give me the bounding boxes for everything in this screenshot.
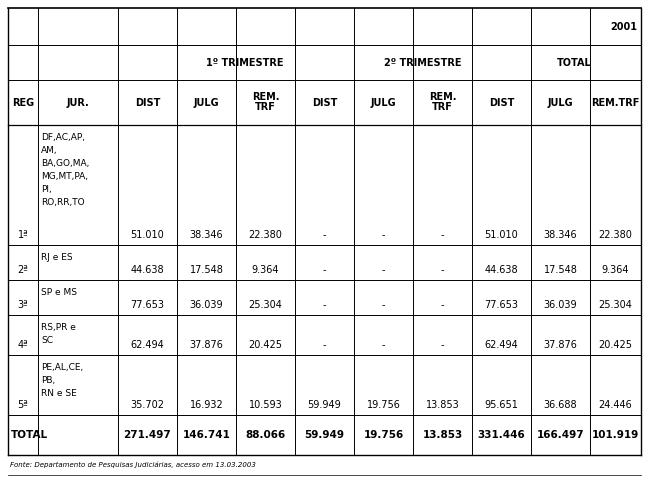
Text: -: - (441, 300, 445, 310)
Text: 22.380: 22.380 (598, 230, 632, 240)
Text: 37.876: 37.876 (544, 340, 578, 350)
Text: 25.304: 25.304 (249, 300, 282, 310)
Text: 44.638: 44.638 (130, 265, 164, 275)
Text: 51.010: 51.010 (485, 230, 519, 240)
Text: 331.446: 331.446 (478, 430, 526, 440)
Text: 2º TRIMESTRE: 2º TRIMESTRE (384, 58, 461, 67)
Text: 166.497: 166.497 (537, 430, 584, 440)
Text: 62.494: 62.494 (130, 340, 164, 350)
Text: 62.494: 62.494 (485, 340, 519, 350)
Text: REM.: REM. (252, 92, 279, 103)
Text: 9.364: 9.364 (252, 265, 279, 275)
Text: 13.853: 13.853 (426, 400, 459, 410)
Text: -: - (382, 230, 386, 240)
Text: 20.425: 20.425 (598, 340, 633, 350)
Text: MG,MT,PA,: MG,MT,PA, (41, 172, 88, 181)
Text: -: - (441, 230, 445, 240)
Text: 20.425: 20.425 (249, 340, 282, 350)
Text: 13.853: 13.853 (422, 430, 463, 440)
Text: -: - (382, 300, 386, 310)
Text: 51.010: 51.010 (130, 230, 164, 240)
Text: 19.756: 19.756 (367, 400, 400, 410)
Text: -: - (323, 340, 326, 350)
Text: RN e SE: RN e SE (41, 389, 77, 398)
Text: TRF: TRF (432, 103, 453, 112)
Text: REM.TRF: REM.TRF (591, 97, 640, 107)
Text: JULG: JULG (548, 97, 573, 107)
Text: 88.066: 88.066 (245, 430, 286, 440)
Text: BA,GO,MA,: BA,GO,MA, (41, 159, 90, 168)
Text: PE,AL,CE,: PE,AL,CE, (41, 363, 83, 372)
Text: 271.497: 271.497 (123, 430, 171, 440)
Text: 36.039: 36.039 (190, 300, 223, 310)
Text: 101.919: 101.919 (592, 430, 639, 440)
Text: 9.364: 9.364 (602, 265, 630, 275)
Text: 37.876: 37.876 (190, 340, 223, 350)
Text: 1ª: 1ª (18, 230, 29, 240)
Text: TRF: TRF (255, 103, 276, 112)
Text: TOTAL: TOTAL (11, 430, 48, 440)
Text: JUR.: JUR. (67, 97, 90, 107)
Text: 4ª: 4ª (18, 340, 29, 350)
Text: REM.: REM. (429, 92, 456, 103)
Text: -: - (323, 300, 326, 310)
Text: DIST: DIST (135, 97, 160, 107)
Text: 146.741: 146.741 (182, 430, 230, 440)
Text: 1º TRIMESTRE: 1º TRIMESTRE (206, 58, 284, 67)
Text: -: - (441, 265, 445, 275)
Text: 17.548: 17.548 (544, 265, 578, 275)
Text: 2ª: 2ª (18, 265, 29, 275)
Text: 77.653: 77.653 (485, 300, 519, 310)
Text: -: - (441, 340, 445, 350)
Text: 59.949: 59.949 (304, 430, 345, 440)
Text: 38.346: 38.346 (190, 230, 223, 240)
Text: 2001: 2001 (610, 21, 637, 31)
Text: 16.932: 16.932 (190, 400, 223, 410)
Text: 95.651: 95.651 (485, 400, 519, 410)
Text: AM,: AM, (41, 146, 58, 155)
Text: 17.548: 17.548 (190, 265, 223, 275)
Text: 36.039: 36.039 (544, 300, 578, 310)
Text: 44.638: 44.638 (485, 265, 519, 275)
Text: PB,: PB, (41, 376, 55, 385)
Text: REG: REG (12, 97, 34, 107)
Text: 38.346: 38.346 (544, 230, 578, 240)
Text: DIST: DIST (489, 97, 514, 107)
Text: DF,AC,AP,: DF,AC,AP, (41, 133, 85, 142)
Text: SP e MS: SP e MS (41, 288, 77, 297)
Text: PI,: PI, (41, 185, 52, 194)
Text: Fonte: Departamento de Pesquisas Judiciárias, acesso em 13.03.2003: Fonte: Departamento de Pesquisas Judiciá… (10, 461, 256, 468)
Text: 10.593: 10.593 (249, 400, 282, 410)
Text: 3ª: 3ª (18, 300, 29, 310)
Text: JULG: JULG (371, 97, 397, 107)
Text: 5ª: 5ª (18, 400, 29, 410)
Text: 25.304: 25.304 (598, 300, 632, 310)
Text: DIST: DIST (312, 97, 337, 107)
Text: RJ e ES: RJ e ES (41, 253, 73, 262)
Text: TOTAL: TOTAL (556, 58, 591, 67)
Text: -: - (382, 265, 386, 275)
Text: 36.688: 36.688 (544, 400, 578, 410)
Text: 77.653: 77.653 (130, 300, 164, 310)
Text: 24.446: 24.446 (598, 400, 632, 410)
Text: RO,RR,TO: RO,RR,TO (41, 198, 84, 207)
Text: -: - (323, 230, 326, 240)
Text: -: - (323, 265, 326, 275)
Text: 35.702: 35.702 (130, 400, 164, 410)
Text: RS,PR e: RS,PR e (41, 323, 76, 332)
Text: 19.756: 19.756 (363, 430, 404, 440)
Text: JULG: JULG (193, 97, 219, 107)
Text: 59.949: 59.949 (308, 400, 341, 410)
Text: SC: SC (41, 336, 53, 345)
Text: 22.380: 22.380 (249, 230, 282, 240)
Text: -: - (382, 340, 386, 350)
